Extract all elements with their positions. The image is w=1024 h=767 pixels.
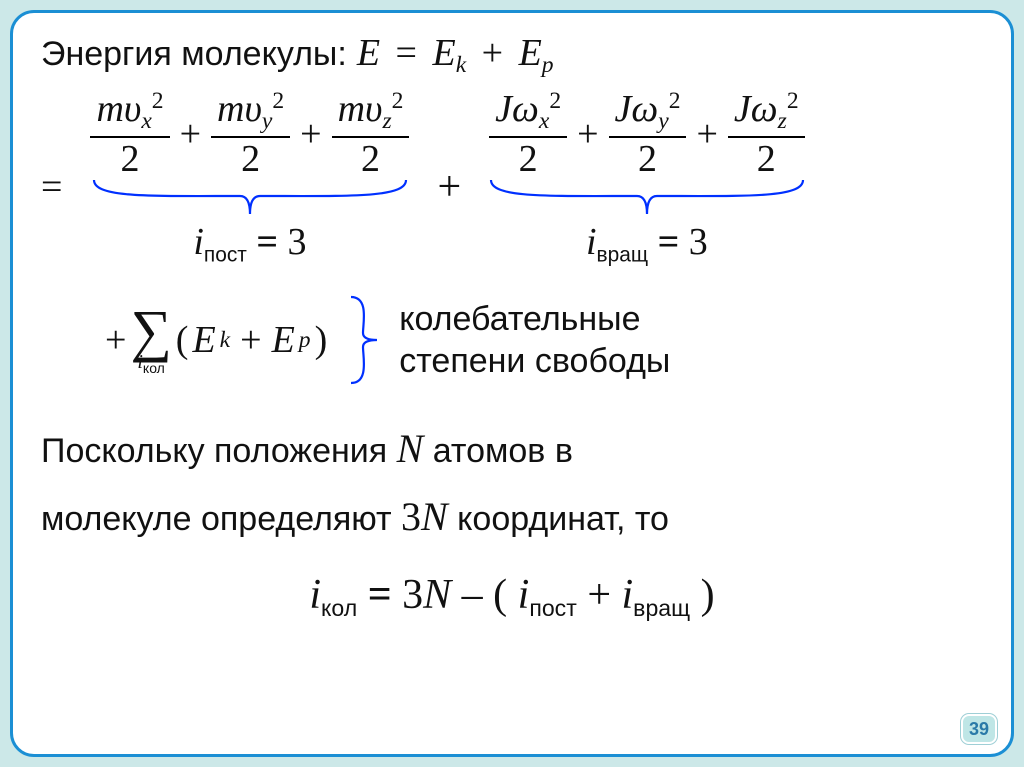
frac-Jwz2: Jωz2 2 (728, 89, 805, 180)
frac-Jwx2: Jωx2 2 (489, 89, 567, 180)
sym-Ep-base: E (519, 32, 542, 74)
frac-mvy2: mυy2 2 (211, 89, 290, 180)
right-brace-icon (345, 293, 381, 387)
eq-total-energy: E = Ek + Ep (357, 31, 554, 79)
frac-Jwy2: Jωy2 2 (609, 89, 687, 180)
eq-final: iкол = 3N – ( iпост + iвращ ) (41, 571, 983, 622)
headline-text: Энергия молекулы: (41, 35, 347, 74)
op-eq: = (396, 32, 427, 74)
sub-k: k (456, 52, 466, 78)
group-rotational: Jωx2 2 + Jωy2 2 + Jωz2 2 iвращ = 3 (485, 89, 808, 267)
plus-between-groups: + (437, 163, 461, 211)
group-translational: mυx2 2 + mυy2 2 + mυz2 2 iпост = 3 (86, 89, 413, 267)
trans-terms: mυx2 2 + mυy2 2 + mυz2 2 (86, 89, 413, 180)
op-plus: + (482, 32, 503, 74)
rot-terms: Jωx2 2 + Jωy2 2 + Jωz2 2 (485, 89, 808, 180)
expansion-equals: = (41, 165, 62, 209)
frac-mvz2: mυz2 2 (332, 89, 410, 180)
label-i-rot: iвращ = 3 (586, 220, 708, 267)
sum-expression: + ∑ iкол ( Ek + Ep ) (105, 305, 327, 375)
slide-frame: Энергия молекулы: E = Ek + Ep = mυx2 2 +… (10, 10, 1014, 757)
frac-mvx2: mυx2 2 (90, 89, 169, 180)
row-expansion: = mυx2 2 + mυy2 2 + mυz2 2 (41, 89, 983, 267)
sym-Ek-base: E (432, 32, 455, 74)
page-number-badge: 39 (961, 714, 997, 744)
underbrace-trans-icon (90, 176, 410, 218)
paragraph-atoms: Поскольку положения N атомов в молекуле … (41, 415, 983, 551)
underbrace-rot-icon (487, 176, 807, 218)
sub-p: p (542, 52, 554, 78)
sym-N: N (397, 426, 424, 471)
sym-E: E (357, 32, 380, 74)
label-i-post: iпост = 3 (193, 220, 306, 267)
sigma-icon: ∑ iкол (130, 305, 171, 375)
row-title: Энергия молекулы: E = Ek + Ep (41, 31, 983, 79)
label-vibrational: колебательные степени свободы (399, 298, 670, 383)
row-vibrational: + ∑ iкол ( Ek + Ep ) колебательные степе… (105, 293, 983, 387)
